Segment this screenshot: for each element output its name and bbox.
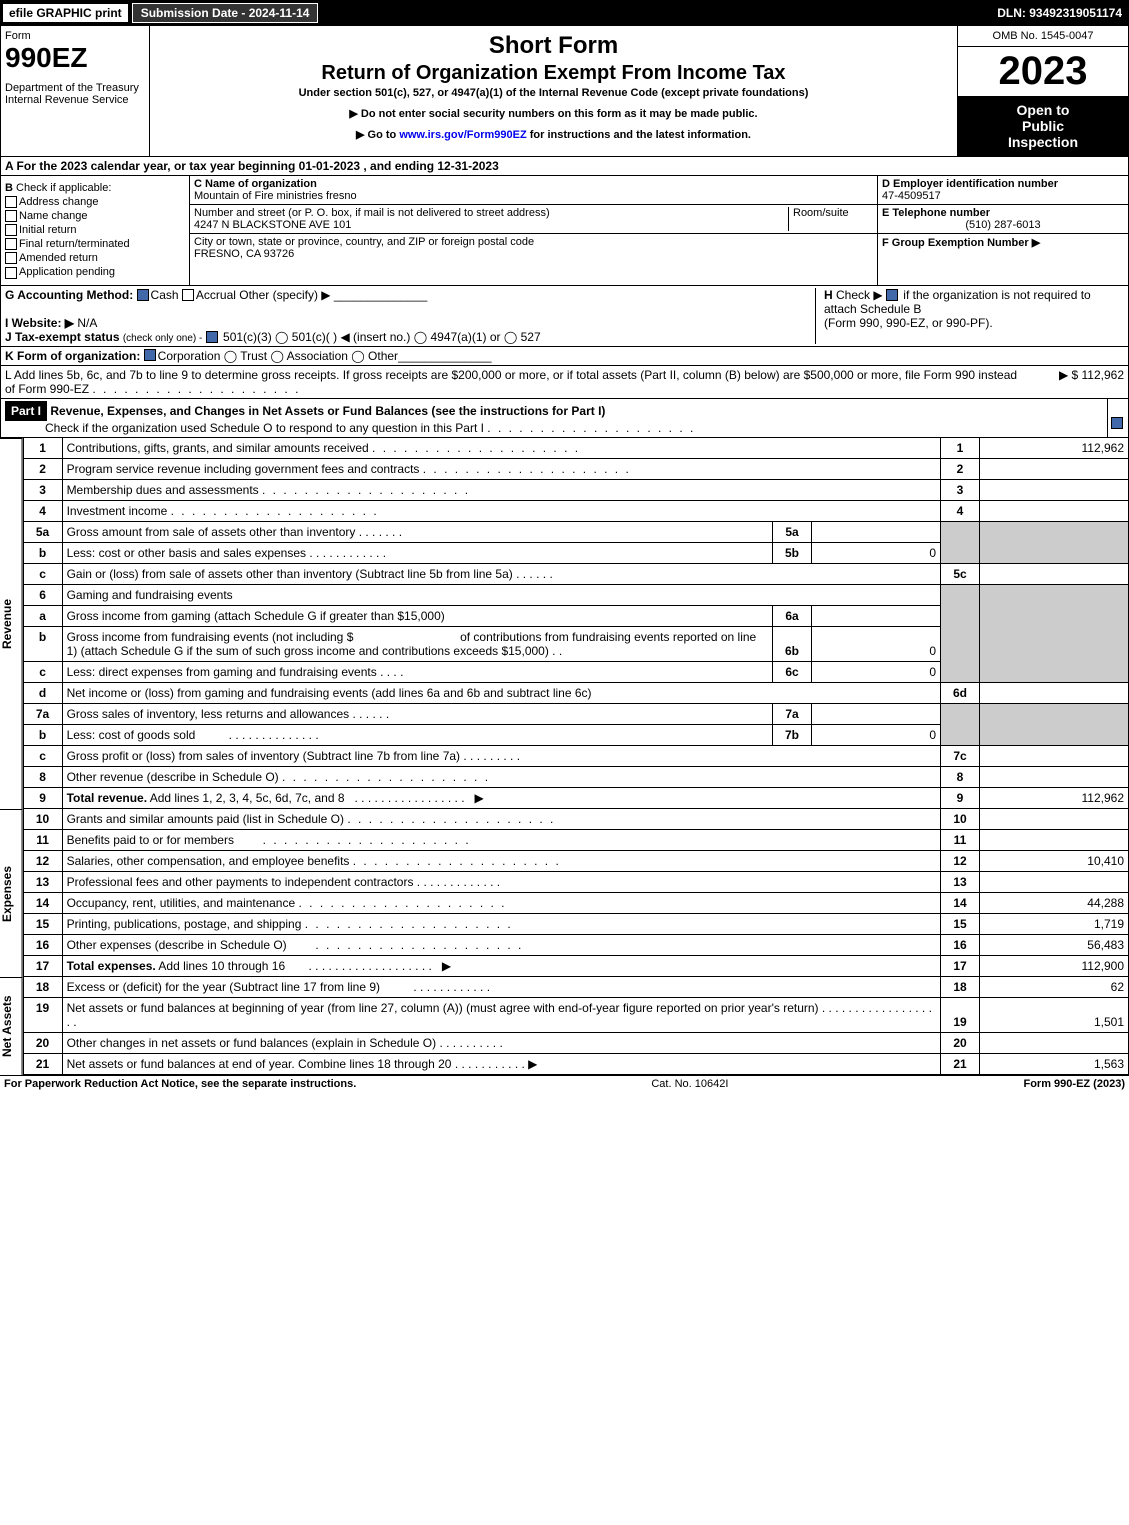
opt-address-change[interactable]: Address change bbox=[5, 196, 185, 208]
expenses-label: Expenses bbox=[0, 809, 23, 977]
corp-checkbox[interactable] bbox=[144, 349, 156, 361]
revenue-table: 1Contributions, gifts, grants, and simil… bbox=[23, 438, 1129, 809]
efile-print-label[interactable]: efile GRAPHIC print bbox=[3, 4, 128, 22]
netassets-table: 18Excess or (deficit) for the year (Subt… bbox=[23, 977, 1129, 1075]
501c3-checkbox[interactable] bbox=[206, 331, 218, 343]
form-number: 990EZ bbox=[5, 42, 145, 74]
open-inspection: Open toPublicInspection bbox=[958, 96, 1128, 156]
header-right: OMB No. 1545-0047 2023 Open toPublicInsp… bbox=[957, 26, 1128, 156]
revenue-label: Revenue bbox=[0, 438, 23, 809]
note-ssn: ▶ Do not enter social security numbers o… bbox=[154, 107, 953, 120]
website: N/A bbox=[77, 316, 97, 330]
note-link: ▶ Go to www.irs.gov/Form990EZ for instru… bbox=[154, 128, 953, 141]
subtitle: Under section 501(c), 527, or 4947(a)(1)… bbox=[154, 87, 953, 99]
section-def: D Employer identification number47-45095… bbox=[877, 176, 1128, 285]
header-center: Short Form Return of Organization Exempt… bbox=[150, 26, 957, 156]
org-name: Mountain of Fire ministries fresno bbox=[194, 190, 357, 202]
netassets-block: Net Assets 18Excess or (deficit) for the… bbox=[0, 977, 1129, 1075]
street-address: 4247 N BLACKSTONE AVE 101 bbox=[194, 219, 351, 231]
city-state-zip: FRESNO, CA 93726 bbox=[194, 248, 294, 260]
netassets-label: Net Assets bbox=[0, 977, 23, 1075]
opt-initial-return[interactable]: Initial return bbox=[5, 224, 185, 236]
phone: (510) 287-6013 bbox=[882, 219, 1124, 231]
part1-checkbox[interactable] bbox=[1107, 399, 1128, 437]
dept-treasury: Department of the TreasuryInternal Reven… bbox=[5, 82, 145, 106]
gross-receipts: ▶ $ 112,962 bbox=[1024, 368, 1124, 396]
opt-amended[interactable]: Amended return bbox=[5, 252, 185, 264]
footer-right: Form 990-EZ (2023) bbox=[1023, 1078, 1125, 1090]
expenses-table: 10Grants and similar amounts paid (list … bbox=[23, 809, 1129, 977]
title-return: Return of Organization Exempt From Incom… bbox=[154, 62, 953, 85]
footer-left: For Paperwork Reduction Act Notice, see … bbox=[4, 1078, 356, 1090]
section-a: A For the 2023 calendar year, or tax yea… bbox=[0, 157, 1129, 176]
top-bar: efile GRAPHIC print Submission Date - 20… bbox=[0, 0, 1129, 26]
title-short-form: Short Form bbox=[154, 32, 953, 60]
page-footer: For Paperwork Reduction Act Notice, see … bbox=[0, 1075, 1129, 1092]
section-h: H Check ▶ if the organization is not req… bbox=[815, 288, 1124, 344]
row-k: K Form of organization: Corporation ◯ Tr… bbox=[0, 347, 1129, 366]
section-b: B Check if applicable: Address change Na… bbox=[1, 176, 190, 285]
accrual-checkbox[interactable] bbox=[182, 289, 194, 301]
cash-checkbox[interactable] bbox=[137, 289, 149, 301]
ein: 47-4509517 bbox=[882, 190, 941, 202]
cat-number: Cat. No. 10642I bbox=[651, 1078, 728, 1090]
form-header: Form 990EZ Department of the TreasuryInt… bbox=[0, 26, 1129, 157]
dln-number: DLN: 93492319051174 bbox=[997, 6, 1126, 20]
opt-pending[interactable]: Application pending bbox=[5, 266, 185, 278]
submission-date: Submission Date - 2024-11-14 bbox=[132, 3, 319, 23]
opt-name-change[interactable]: Name change bbox=[5, 210, 185, 222]
form-label: Form bbox=[5, 30, 145, 42]
row-l: L Add lines 5b, 6c, and 7b to line 9 to … bbox=[0, 366, 1129, 399]
revenue-block: Revenue 1Contributions, gifts, grants, a… bbox=[0, 438, 1129, 809]
irs-link[interactable]: www.irs.gov/Form990EZ bbox=[399, 129, 526, 141]
omb-number: OMB No. 1545-0047 bbox=[958, 26, 1128, 47]
schedule-b-checkbox[interactable] bbox=[886, 289, 898, 301]
tax-year: 2023 bbox=[958, 47, 1128, 96]
expenses-block: Expenses 10Grants and similar amounts pa… bbox=[0, 809, 1129, 977]
header-left: Form 990EZ Department of the TreasuryInt… bbox=[1, 26, 150, 156]
info-grid: B Check if applicable: Address change Na… bbox=[0, 176, 1129, 286]
section-c: C Name of organizationMountain of Fire m… bbox=[190, 176, 877, 285]
part1-header: Part I Revenue, Expenses, and Changes in… bbox=[0, 399, 1129, 438]
row-gh: G Accounting Method: Cash Accrual Other … bbox=[0, 286, 1129, 347]
opt-final-return[interactable]: Final return/terminated bbox=[5, 238, 185, 250]
